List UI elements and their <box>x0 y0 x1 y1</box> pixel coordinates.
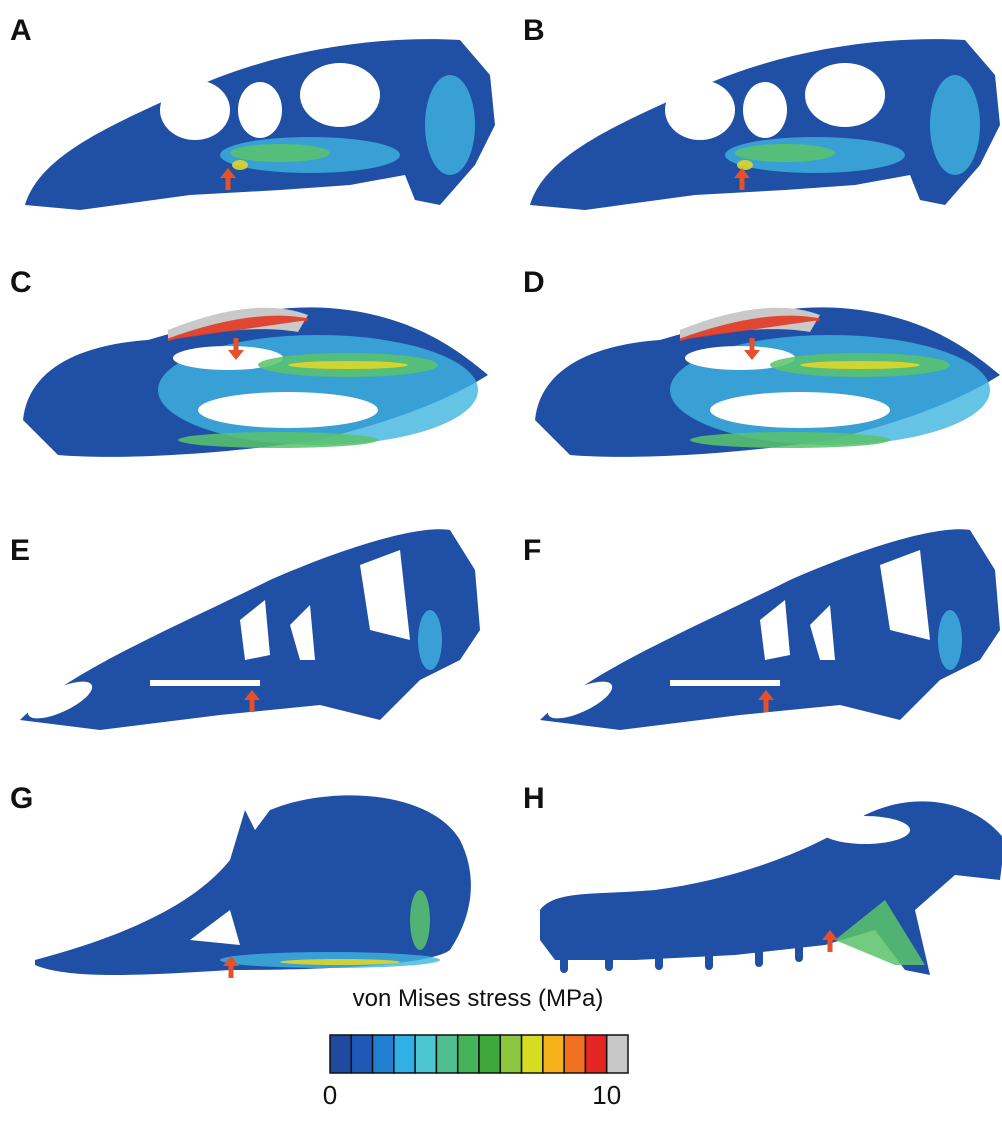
color-swatch <box>330 1035 351 1073</box>
colorbar: von Mises stress (MPa) 0 10 <box>323 985 628 1110</box>
color-swatch <box>351 1035 372 1073</box>
panel-label: C <box>10 266 32 299</box>
panel-label: A <box>10 14 32 47</box>
color-swatch <box>458 1035 479 1073</box>
skull-a <box>25 39 495 210</box>
color-swatch <box>585 1035 606 1073</box>
panel-label: F <box>523 534 541 567</box>
panel-label: E <box>10 534 30 567</box>
skull-d <box>535 307 1000 457</box>
skull-f <box>540 529 1000 730</box>
color-swatch <box>373 1035 394 1073</box>
color-swatch <box>436 1035 457 1073</box>
colorbar-tick-label: 10 <box>592 1080 621 1110</box>
color-swatch <box>607 1035 628 1073</box>
skull-b <box>530 39 1000 210</box>
color-swatch <box>543 1035 564 1073</box>
colorbar-title: von Mises stress (MPa) <box>353 985 604 1012</box>
color-swatch <box>415 1035 436 1073</box>
skull-g <box>35 795 471 978</box>
skull-c <box>23 307 488 457</box>
skull-e <box>20 529 480 730</box>
color-swatch <box>500 1035 521 1073</box>
panel-label: D <box>523 266 545 299</box>
skull-h <box>540 801 1002 975</box>
color-swatch <box>564 1035 585 1073</box>
color-swatch <box>522 1035 543 1073</box>
panel-label: G <box>10 782 33 815</box>
color-swatch <box>479 1035 500 1073</box>
figure: A B C D E F G H von Mises stress (MPa) 0 10 <box>0 0 1002 1134</box>
color-swatch <box>394 1035 415 1073</box>
panel-label: H <box>523 782 545 815</box>
panel-label: B <box>523 14 545 47</box>
colorbar-tick-label: 0 <box>323 1080 337 1110</box>
